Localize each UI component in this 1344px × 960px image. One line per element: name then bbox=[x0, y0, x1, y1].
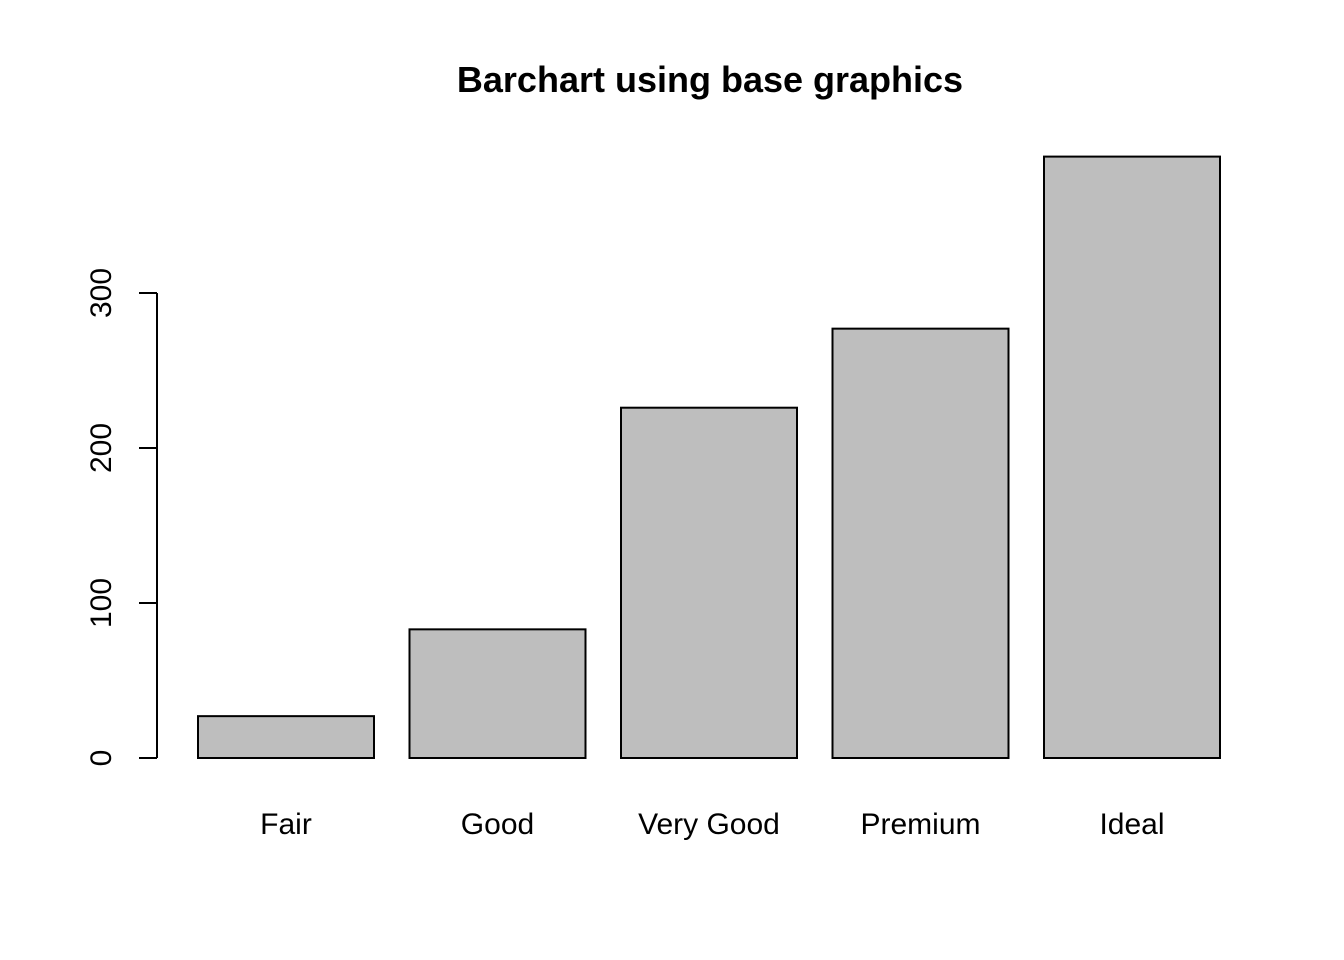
bar-ideal bbox=[1043, 155, 1221, 760]
x-tick-label: Fair bbox=[260, 808, 312, 841]
x-tick-label: Very Good bbox=[638, 808, 780, 841]
bar-premium bbox=[831, 327, 1010, 759]
x-axis-labels: Fair Good Very Good Premium Ideal bbox=[260, 808, 1164, 841]
x-tick-label: Ideal bbox=[1099, 808, 1164, 841]
x-tick-label: Good bbox=[461, 808, 534, 841]
x-tick-label: Premium bbox=[860, 808, 980, 841]
y-tick-label: 0 bbox=[85, 750, 118, 767]
chart-title: Barchart using base graphics bbox=[457, 59, 963, 100]
bar-good bbox=[408, 628, 587, 759]
y-tick-label: 200 bbox=[85, 423, 118, 473]
y-tick-label: 100 bbox=[85, 578, 118, 628]
bars bbox=[197, 155, 1221, 760]
bar-fair bbox=[197, 715, 375, 760]
y-axis: 0 100 200 300 bbox=[85, 268, 158, 767]
bar-very-good bbox=[620, 406, 798, 759]
y-tick-label: 300 bbox=[85, 268, 118, 318]
